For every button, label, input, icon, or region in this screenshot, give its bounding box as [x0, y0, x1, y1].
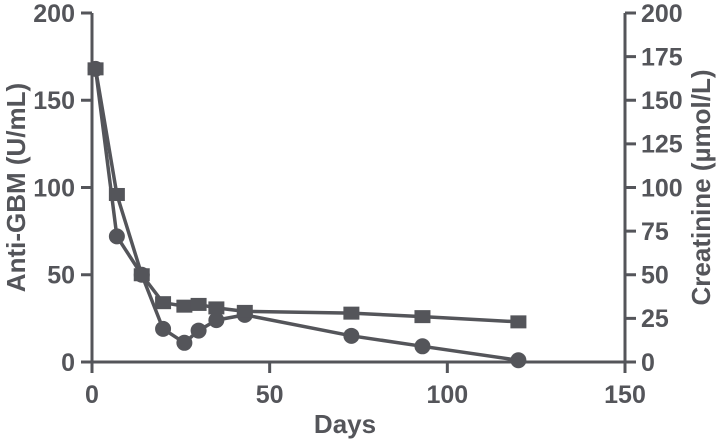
right-axis-tick-label: 25: [641, 305, 669, 333]
data-point-circle-marker: [510, 352, 527, 369]
data-point-square-marker: [236, 304, 253, 318]
left-axis-tick-label: 150: [33, 87, 75, 115]
series-line-squares: [93, 68, 519, 324]
right-axis-title: Creatinine (µmol/L): [686, 70, 716, 306]
right-axis-tick-label: 75: [641, 218, 669, 246]
left-axis-tick-label: 100: [33, 174, 75, 202]
right-axis-tick-label: 150: [641, 87, 683, 115]
left-axis-title: Anti-GBM (U/mL): [1, 83, 31, 292]
right-axis-tick-label: 0: [641, 349, 655, 377]
data-point-square-marker: [190, 297, 207, 311]
series-line-circles: [93, 68, 519, 362]
data-point-circle-marker: [414, 338, 431, 355]
data-point-square-marker: [133, 268, 150, 282]
right-axis-tick-label: 50: [641, 262, 669, 290]
left-axis-tick-label: 50: [47, 262, 75, 290]
data-point-circle-marker: [190, 322, 207, 339]
right-axis-tick-label: 175: [641, 43, 683, 71]
left-axis-tick-label: 0: [61, 349, 75, 377]
x-axis-tick-label: 150: [604, 381, 646, 409]
data-point-square-marker: [510, 315, 527, 329]
data-point-circle-marker: [208, 312, 225, 329]
x-axis-tick-label: 100: [426, 381, 468, 409]
data-point-square-marker: [176, 299, 193, 313]
data-point-square-marker: [414, 310, 431, 324]
data-point-circle-marker: [343, 327, 360, 344]
x-axis-tick-label: 0: [85, 381, 99, 409]
x-axis-tick-label: 50: [256, 381, 284, 409]
data-point-square-marker: [343, 306, 360, 320]
data-point-square-marker: [87, 62, 104, 76]
data-point-circle-marker: [108, 228, 125, 245]
x-axis-title: Days: [314, 409, 376, 439]
right-axis-tick-label: 125: [641, 131, 683, 159]
data-point-square-marker: [155, 296, 172, 310]
data-point-square-marker: [208, 301, 225, 315]
data-point-circle-marker: [155, 320, 172, 337]
left-axis-tick-label: 200: [33, 0, 75, 28]
data-point-square-marker: [108, 187, 125, 201]
data-point-circle-marker: [176, 334, 193, 351]
right-axis-tick-label: 100: [641, 174, 683, 202]
right-axis-tick-label: 200: [641, 0, 683, 28]
